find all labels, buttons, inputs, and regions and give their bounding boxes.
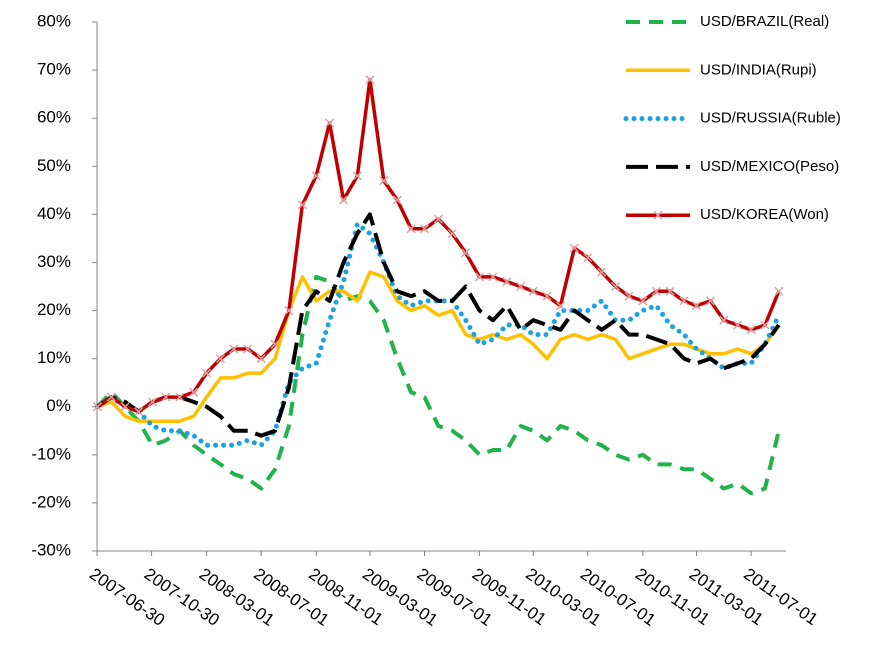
- line: [96, 77, 781, 414]
- marker: [555, 301, 566, 311]
- marker: [447, 229, 457, 239]
- marker: [189, 387, 199, 397]
- marker: [624, 291, 634, 301]
- marker: [611, 281, 621, 292]
- y-tick-label: 40%: [37, 204, 71, 223]
- marker: [774, 286, 784, 296]
- line: [94, 221, 782, 448]
- marker: [229, 344, 239, 354]
- marker: [691, 301, 702, 311]
- marker: [92, 402, 102, 412]
- marker: [461, 248, 471, 258]
- marker: [325, 118, 335, 128]
- marker: [651, 286, 661, 296]
- marker: [352, 171, 362, 181]
- y-tick-label: -20%: [31, 492, 71, 511]
- marker: [270, 339, 280, 349]
- marker: [406, 224, 416, 234]
- series: [92, 75, 784, 417]
- y-tick-label: 80%: [37, 11, 71, 30]
- legend-label: USD/BRAZIL(Real): [700, 13, 829, 30]
- legend-item: USD/BRAZIL(Real): [626, 13, 829, 30]
- legend-item: USD/INDIA(Rupi): [626, 61, 817, 78]
- marker: [719, 315, 729, 325]
- marker: [638, 296, 648, 306]
- series: [96, 212, 781, 438]
- marker: [365, 75, 375, 85]
- y-tick-label: -30%: [31, 540, 71, 559]
- marker: [679, 296, 689, 306]
- marker: [474, 272, 485, 282]
- marker: [161, 392, 171, 402]
- series: [95, 274, 781, 496]
- marker: [528, 286, 538, 296]
- legend-item: USD/MEXICO(Peso): [626, 158, 839, 175]
- marker: [542, 291, 552, 301]
- y-tick-label: -10%: [31, 444, 71, 463]
- marker: [134, 407, 144, 417]
- marker: [106, 392, 116, 402]
- y-tick-label: 30%: [37, 252, 71, 271]
- marker: [392, 195, 402, 205]
- legend-item: USD/KOREA(Won): [626, 206, 829, 223]
- marker: [175, 392, 185, 402]
- line: [96, 270, 781, 423]
- legend-marker: [653, 210, 663, 220]
- legend-label: USD/KOREA(Won): [700, 206, 829, 223]
- marker: [433, 214, 443, 224]
- legend-label: USD/RUSSIA(Ruble): [700, 110, 841, 127]
- marker: [284, 306, 294, 316]
- y-tick-label: 50%: [37, 156, 71, 175]
- marker: [502, 277, 512, 287]
- marker: [215, 354, 226, 364]
- marker: [760, 320, 770, 330]
- marker: [583, 253, 593, 263]
- y-tick-label: 20%: [37, 300, 71, 319]
- marker: [256, 354, 266, 364]
- marker: [665, 286, 675, 296]
- marker: [202, 368, 212, 378]
- series: [96, 270, 781, 423]
- marker: [379, 176, 389, 186]
- marker: [338, 195, 349, 205]
- marker: [569, 243, 579, 253]
- marker: [733, 320, 743, 330]
- line: [96, 212, 781, 438]
- marker: [419, 224, 430, 234]
- marker: [243, 344, 253, 354]
- line: [95, 274, 781, 496]
- marker: [147, 397, 158, 407]
- y-tick-label: 60%: [37, 108, 71, 127]
- legend-item: USD/RUSSIA(Ruble): [623, 110, 841, 127]
- legend-label: USD/MEXICO(Peso): [700, 158, 839, 175]
- marker: [120, 402, 130, 412]
- legend-label: USD/INDIA(Rupi): [700, 61, 817, 78]
- y-tick-label: 10%: [37, 348, 71, 367]
- y-tick-label: 0%: [46, 396, 71, 415]
- marker: [488, 272, 498, 282]
- marker: [597, 267, 607, 277]
- marker: [746, 325, 756, 335]
- marker: [705, 296, 715, 306]
- marker: [297, 200, 307, 210]
- marker: [516, 281, 526, 292]
- y-tick-label: 70%: [37, 60, 71, 79]
- series: [94, 221, 782, 448]
- marker: [311, 171, 321, 181]
